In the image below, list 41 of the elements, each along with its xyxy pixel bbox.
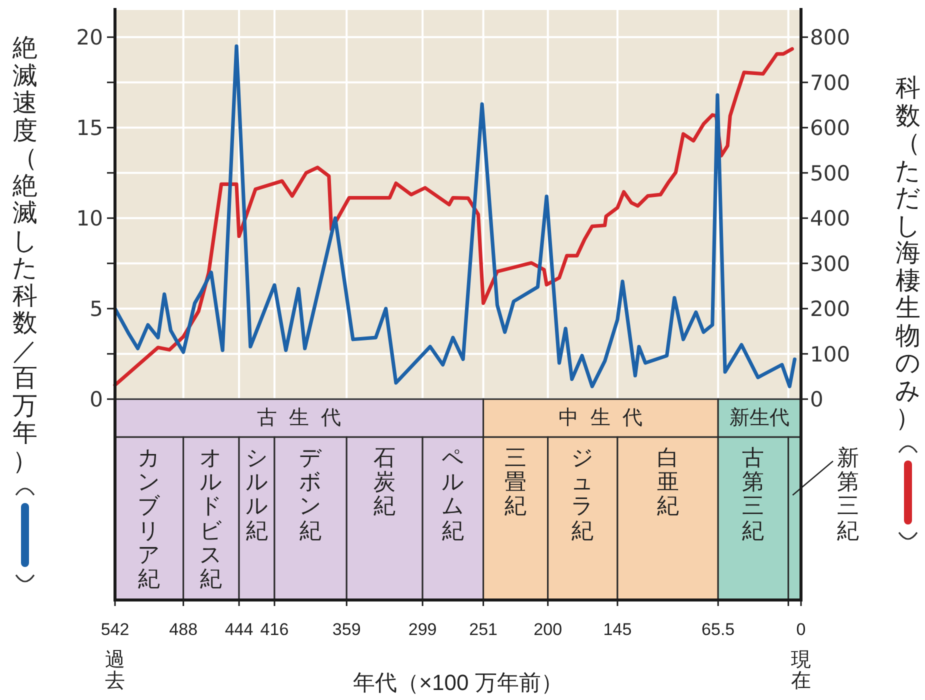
y-tick-label: 0 bbox=[90, 388, 103, 412]
y-tick-label: 10 bbox=[76, 206, 103, 231]
x-tick-label: 0 bbox=[796, 620, 806, 639]
x-tick-label: 444 bbox=[224, 620, 254, 639]
band-label: オルドビス紀 bbox=[199, 445, 224, 592]
band-label: デボン紀 bbox=[298, 445, 323, 543]
y2-tick-label: 100 bbox=[810, 342, 850, 366]
band-label: 三畳紀 bbox=[504, 445, 528, 519]
text: 科数（ただし海棲生物のみ） bbox=[895, 74, 921, 432]
y2-tick-label: 600 bbox=[810, 116, 850, 140]
y2-tick-label: 400 bbox=[810, 206, 850, 231]
band-label: 白亜紀 bbox=[656, 445, 680, 519]
x-tick-label: 488 bbox=[169, 620, 198, 639]
y2-tick-label: 800 bbox=[810, 26, 850, 50]
text: 現在 bbox=[790, 649, 812, 692]
band-label: 新第三紀 bbox=[836, 445, 860, 543]
x-tick-label: 200 bbox=[534, 620, 562, 639]
text: 絶滅速度（絶滅した科数／百万年） bbox=[12, 34, 38, 474]
x-tick-label: 65.5 bbox=[702, 620, 735, 639]
band-label: ジュラ紀 bbox=[570, 445, 595, 543]
y2-tick-label: 300 bbox=[810, 252, 850, 276]
y2-tick-label: 200 bbox=[810, 297, 850, 322]
y2-tick-label: 0 bbox=[810, 388, 824, 412]
band-label: カンブリア紀 bbox=[137, 445, 162, 592]
band-label: 石炭紀 bbox=[372, 445, 397, 519]
x-tick-label: 251 bbox=[469, 620, 498, 639]
y2-tick-label: 500 bbox=[810, 161, 850, 186]
x-tick-label: 542 bbox=[100, 620, 130, 639]
x-axis-title: 年代（×100 万年前） bbox=[353, 670, 563, 695]
x-tick-label: 145 bbox=[603, 620, 632, 639]
y2-tick-label: 700 bbox=[810, 70, 850, 95]
text: 過去 bbox=[104, 649, 126, 692]
band-label: シルル紀 bbox=[244, 445, 269, 543]
y-tick-label: 5 bbox=[90, 297, 103, 322]
band-label: 古第三紀 bbox=[741, 445, 766, 543]
band-label: ペルム紀 bbox=[440, 445, 465, 543]
y-tick-label: 15 bbox=[76, 116, 103, 140]
x-tick-label: 299 bbox=[408, 620, 437, 639]
x-tick-label: 416 bbox=[260, 620, 289, 639]
x-tick-label: 359 bbox=[332, 620, 361, 639]
y-tick-label: 20 bbox=[76, 26, 103, 50]
